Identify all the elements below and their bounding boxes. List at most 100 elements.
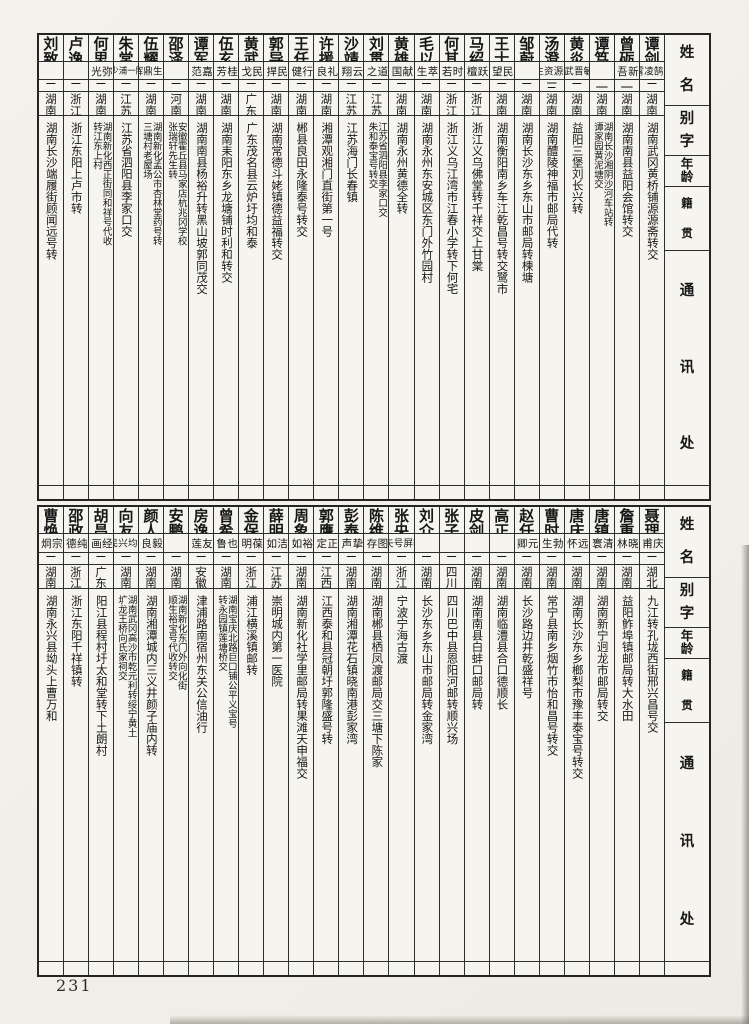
vertical-text: 二三 bbox=[214, 80, 238, 91]
vertical-text: 朱常桂 bbox=[114, 35, 138, 61]
vertical-text: 浦江横溪镇邮转 bbox=[245, 594, 260, 676]
char: 湖 bbox=[420, 92, 433, 107]
vertical-text: 时若 bbox=[440, 65, 464, 77]
vertical-text: 民望 bbox=[490, 65, 514, 77]
native-cell: 浙江东阳 bbox=[464, 91, 489, 115]
char: 二 bbox=[570, 552, 584, 564]
char: 唐 bbox=[569, 507, 585, 525]
char: 二 bbox=[495, 552, 508, 564]
header-cell: 姓名 bbox=[665, 35, 709, 105]
vertical-text: 二二 bbox=[164, 553, 188, 564]
char: 湖 bbox=[495, 92, 508, 107]
age-cell: 二四 bbox=[464, 79, 489, 91]
char: 南 bbox=[170, 103, 182, 116]
vertical-text: 江苏海门长春镇 bbox=[345, 122, 360, 203]
address-cell: 湖南宝庆北路巨口铺公平义宝号 转永园镇莲塘桥交 bbox=[214, 587, 239, 961]
char: 颜 bbox=[143, 507, 159, 525]
char: 剑 bbox=[644, 50, 660, 61]
char: 东 bbox=[95, 576, 107, 588]
age-cell: 二六 bbox=[289, 79, 314, 91]
alias-cell: 映屏 号矢 bbox=[389, 532, 414, 552]
header-cell: 年龄 bbox=[665, 627, 709, 658]
alias-cell: 更生 鼎辉 bbox=[139, 60, 164, 80]
char: 浙 bbox=[395, 564, 408, 579]
vertical-text: 浙江 bbox=[64, 92, 88, 115]
char: 曹 bbox=[544, 507, 560, 525]
native-cell: 湖南 bbox=[264, 91, 289, 115]
entry-column: 皮剑南二三湖南常德湖南南县白蚌口邮局转 bbox=[463, 507, 489, 975]
char: 南 bbox=[495, 576, 508, 588]
entry-column: 安鹏秋二二湖南湖南新化东门外向化街 顺生裕宝号代收转交 bbox=[163, 507, 189, 975]
name-cell: 向友国 bbox=[114, 507, 138, 533]
vertical-text: 籍贯 bbox=[665, 659, 709, 722]
alias-cell: 乘均 兴民 bbox=[113, 532, 139, 552]
vertical-text: 二三 bbox=[415, 80, 439, 91]
entry-column: 胡昌徽经画二四广东阳江县程村圩太和堂转下土朗村 bbox=[87, 507, 113, 975]
address-cell: 湖南耒阳东乡龙塘铺时利和转交 bbox=[214, 115, 239, 485]
char: 二 bbox=[495, 80, 508, 92]
char: 籍 bbox=[681, 668, 693, 682]
alias-cell bbox=[489, 532, 514, 552]
char: 苏 bbox=[345, 103, 358, 116]
spacer-cell bbox=[189, 961, 214, 975]
spacer-cell bbox=[439, 485, 464, 499]
age-cell: 二〇 bbox=[139, 79, 164, 91]
alias-cell: 道之 bbox=[364, 60, 389, 80]
char: 处 bbox=[679, 911, 695, 928]
alias-cell: 云翔 bbox=[339, 60, 364, 80]
entry-column: 张子完二二四川四川巴中县恩阳河邮转顺兴场 bbox=[438, 507, 464, 975]
char: 南 bbox=[621, 576, 633, 588]
alias-cell: 正定 bbox=[314, 532, 339, 552]
name-cell: 邵政 bbox=[64, 507, 88, 533]
vertical-text: 年龄 bbox=[665, 628, 709, 658]
char: 笃 bbox=[594, 50, 610, 61]
entry-column: 谭剑萍延鹄 凌霄二九湖南湖南武冈黄桥铺源源斋转交 bbox=[638, 35, 664, 499]
native-cell: 湖南长沙 bbox=[514, 91, 539, 115]
vertical-text: 二五 bbox=[39, 553, 63, 564]
entry-column: 曹时霖勃生二四湖南常宁县南乡烟竹市怡和昌号转交 bbox=[538, 507, 564, 975]
vertical-text: 曹时霖 bbox=[540, 507, 564, 533]
native-cell: 湖南 bbox=[164, 563, 189, 588]
vertical-text: 纯德 bbox=[64, 537, 88, 549]
vertical-text: 湖南宝庆北路巨口铺公平义宝号 转永园镇莲塘桥交 bbox=[216, 594, 237, 728]
char: 南 bbox=[420, 576, 433, 588]
vertical-text: 毅良 bbox=[140, 537, 163, 549]
vertical-text: 金保民 bbox=[239, 507, 263, 533]
vertical-text: 浙江东阳 bbox=[465, 92, 489, 115]
vertical-text: 皮剑南 bbox=[465, 507, 489, 533]
char: 二 bbox=[270, 80, 283, 92]
vertical-text: 湖南长沙端履街顾闻远号转 bbox=[44, 122, 59, 261]
entry-column: 邵政纯德二五浙江浙江东阳千祥镇转 bbox=[62, 507, 88, 975]
vertical-text: 湖南 bbox=[264, 92, 288, 115]
native-cell: 湖南华容 bbox=[189, 91, 214, 115]
char: 浙 bbox=[70, 564, 82, 579]
char: 别 bbox=[679, 111, 695, 127]
entry-column: 周象华裕如二一湖南新化湖南新化社学里邮局转果滩天申福交 bbox=[288, 507, 314, 975]
vertical-text: 二〇 bbox=[139, 80, 163, 91]
char: 绍 bbox=[469, 50, 485, 61]
char: 二 bbox=[645, 552, 659, 564]
vertical-text: 湖南 bbox=[289, 92, 313, 115]
alias-cell: 毅良 bbox=[139, 532, 164, 552]
char: 浙 bbox=[470, 92, 483, 107]
name-cell: 聂理堂 bbox=[640, 507, 664, 533]
char: 湖 bbox=[621, 92, 633, 107]
vertical-text: 唐镇群 bbox=[590, 507, 614, 533]
alias-cell: 逢源 资生 bbox=[539, 60, 564, 80]
name-cell: 郭导 bbox=[264, 35, 288, 61]
char: 二 bbox=[395, 552, 408, 564]
alias-cell bbox=[63, 60, 88, 80]
native-cell: 浙江 bbox=[63, 91, 88, 115]
native-cell: 湖南 bbox=[38, 563, 63, 588]
entry-column: 黄雄献国二五湖南湖南永州黄德全转 bbox=[388, 35, 414, 499]
age-cell: 二二 bbox=[164, 551, 189, 564]
vertical-text: 湖南长沙 bbox=[590, 92, 614, 115]
spacer-cell bbox=[314, 485, 339, 499]
char: 友 bbox=[118, 522, 134, 533]
vertical-text: 湖南郴县 bbox=[364, 565, 388, 588]
age-cell: 二一 bbox=[564, 79, 589, 91]
alias-cell bbox=[589, 60, 614, 80]
alias-cell bbox=[514, 60, 539, 80]
